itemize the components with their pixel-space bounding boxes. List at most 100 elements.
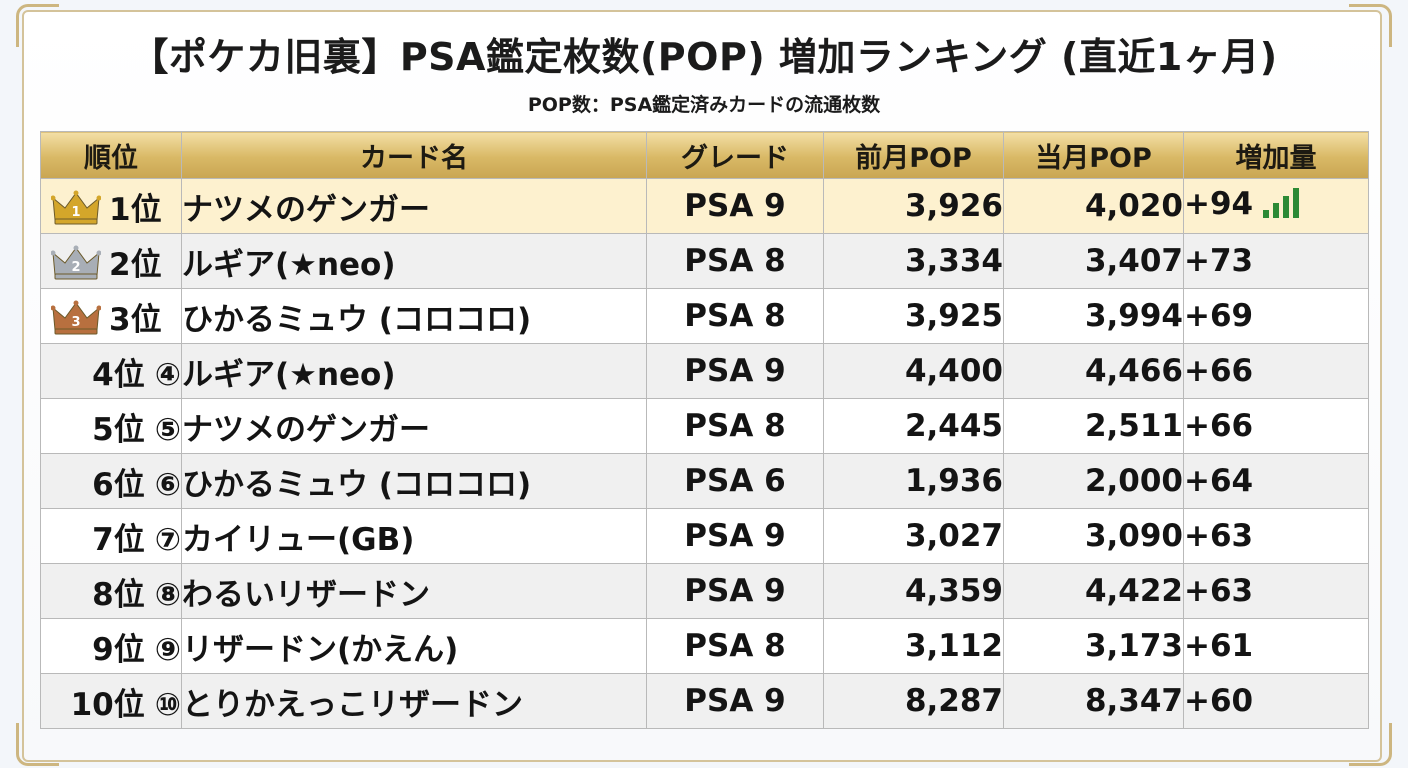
table-row: 3 3位 ひかるミュウ (コロコロ) PSA 8 3,925 3,994 +69 [40,288,1369,344]
grade-cell: PSA 8 [646,398,824,454]
rank-label: 10位 [70,686,145,723]
prev-pop-cell: 2,445 [823,398,1004,454]
gold-crown-icon: 1 [50,190,102,226]
table-row: 5位 ⑤ ナツメのゲンガー PSA 8 2,445 2,511 +66 [40,398,1369,454]
medal-number: 3 [71,315,80,330]
increase-value: +73 [1184,243,1254,279]
grade-value: PSA 9 [684,573,786,609]
grade-cell: PSA 9 [646,343,824,399]
page-subtitle: POP数：PSA鑑定済みカードの流通枚数 [527,94,881,116]
prev-pop-cell: 3,027 [823,508,1004,564]
curr-pop-cell: 3,994 [1003,288,1184,344]
grade-cell: PSA 9 [646,178,824,234]
grade-cell: PSA 9 [646,508,824,564]
prev-pop-cell: 3,334 [823,233,1004,289]
prev-pop-value: 4,359 [904,573,1003,609]
table-row: 7位 ⑦ カイリュー(GB) PSA 9 3,027 3,090 +63 [40,508,1369,564]
rank-cell: 10位 ⑩ [40,673,182,729]
prev-pop-value: 2,445 [904,408,1003,444]
curr-pop-value: 4,020 [1084,188,1183,224]
grade-cell: PSA 9 [646,673,824,729]
prev-pop-cell: 1,936 [823,453,1004,509]
curr-pop-cell: 4,020 [1003,178,1184,234]
grade-value: PSA 8 [684,243,786,279]
increase-cell: +63 [1183,508,1369,564]
card-name-cell: ナツメのゲンガー [181,178,647,234]
curr-pop-value: 3,994 [1084,298,1183,334]
card-name: リザードン(かえん) [182,631,459,668]
grade-value: PSA 9 [684,683,786,719]
medal-number: 2 [71,260,80,275]
rank-label: 3位 [109,301,162,338]
grade-value: PSA 9 [684,353,786,389]
table-row: 1 1位 ナツメのゲンガー PSA 9 3,926 4,020 +94 [40,178,1369,234]
rank-cell: 4位 ④ [40,343,182,399]
rank-label: 9位 [92,631,145,668]
card-name: ナツメのゲンガー [182,191,431,228]
prev-pop-value: 3,112 [904,628,1003,664]
card-name: ひかるミュウ (コロコロ) [182,466,532,503]
rank-cell: 7位 ⑦ [40,508,182,564]
curr-pop-cell: 2,511 [1003,398,1184,454]
increase-cell: +66 [1183,343,1369,399]
card-name-cell: ルギア(★neo) [181,233,647,289]
table-header-row: 順位 カード名 グレード 前月POP 当月POP 増加量 [40,131,1369,179]
card-name-cell: カイリュー(GB) [181,508,647,564]
prev-pop-cell: 3,112 [823,618,1004,674]
rank-circled-number: ⑦ [154,521,181,558]
curr-pop-value: 8,347 [1084,683,1183,719]
rank-label: 2位 [109,246,162,283]
card-name: とりかえっこリザードン [182,686,524,723]
card-name: わるいリザードン [182,576,431,613]
grade-value: PSA 8 [684,628,786,664]
grade-value: PSA 8 [684,408,786,444]
signal-bars-icon [1263,188,1300,226]
header-curr-pop: 当月POP [1003,131,1184,179]
rank-cell: 9位 ⑨ [40,618,182,674]
increase-cell: +73 [1183,233,1369,289]
card-name: ナツメのゲンガー [182,411,431,448]
rank-label: 4位 [92,356,145,393]
rank-circled-number: ⑨ [154,631,181,668]
prev-pop-cell: 3,925 [823,288,1004,344]
prev-pop-value: 1,936 [904,463,1003,499]
rank-label: 8位 [92,576,145,613]
increase-cell: +66 [1183,398,1369,454]
page-title: 【ポケカ旧裏】PSA鑑定枚数(POP) 増加ランキング (直近1ヶ月) [130,35,1278,79]
curr-pop-value: 4,422 [1084,573,1183,609]
grade-value: PSA 8 [684,298,786,334]
prev-pop-value: 3,027 [904,518,1003,554]
rank-circled-number: ⑤ [154,411,181,448]
table-row: 10位 ⑩ とりかえっこリザードン PSA 9 8,287 8,347 +60 [40,673,1369,729]
table-row: 6位 ⑥ ひかるミュウ (コロコロ) PSA 6 1,936 2,000 +64 [40,453,1369,509]
rank-cell: 5位 ⑤ [40,398,182,454]
grade-cell: PSA 9 [646,563,824,619]
rank-circled-number: ⑥ [154,466,181,503]
prev-pop-cell: 4,359 [823,563,1004,619]
rank-label: 6位 [92,466,145,503]
frame-corner-ornament [16,4,59,47]
frame-corner-ornament [1349,723,1392,766]
increase-value: +69 [1184,298,1254,334]
prev-pop-value: 3,925 [904,298,1003,334]
bronze-crown-icon: 3 [50,300,102,336]
silver-crown-icon: 2 [50,245,102,281]
prev-pop-value: 3,334 [904,243,1003,279]
card-name-cell: ひかるミュウ (コロコロ) [181,453,647,509]
card-name-cell: ナツメのゲンガー [181,398,647,454]
curr-pop-cell: 3,173 [1003,618,1184,674]
curr-pop-value: 3,090 [1084,518,1183,554]
increase-cell: +64 [1183,453,1369,509]
rank-cell: 3 3位 [40,288,182,344]
prev-pop-value: 3,926 [904,188,1003,224]
rank-cell: 1 1位 [40,178,182,234]
curr-pop-value: 3,173 [1084,628,1183,664]
curr-pop-cell: 2,000 [1003,453,1184,509]
rank-circled-number: ⑩ [154,686,181,723]
card-name-cell: ひかるミュウ (コロコロ) [181,288,647,344]
increase-cell: +60 [1183,673,1369,729]
card-name: カイリュー(GB) [182,521,415,558]
rank-cell: 2 2位 [40,233,182,289]
table-row: 8位 ⑧ わるいリザードン PSA 9 4,359 4,422 +63 [40,563,1369,619]
rank-cell: 6位 ⑥ [40,453,182,509]
